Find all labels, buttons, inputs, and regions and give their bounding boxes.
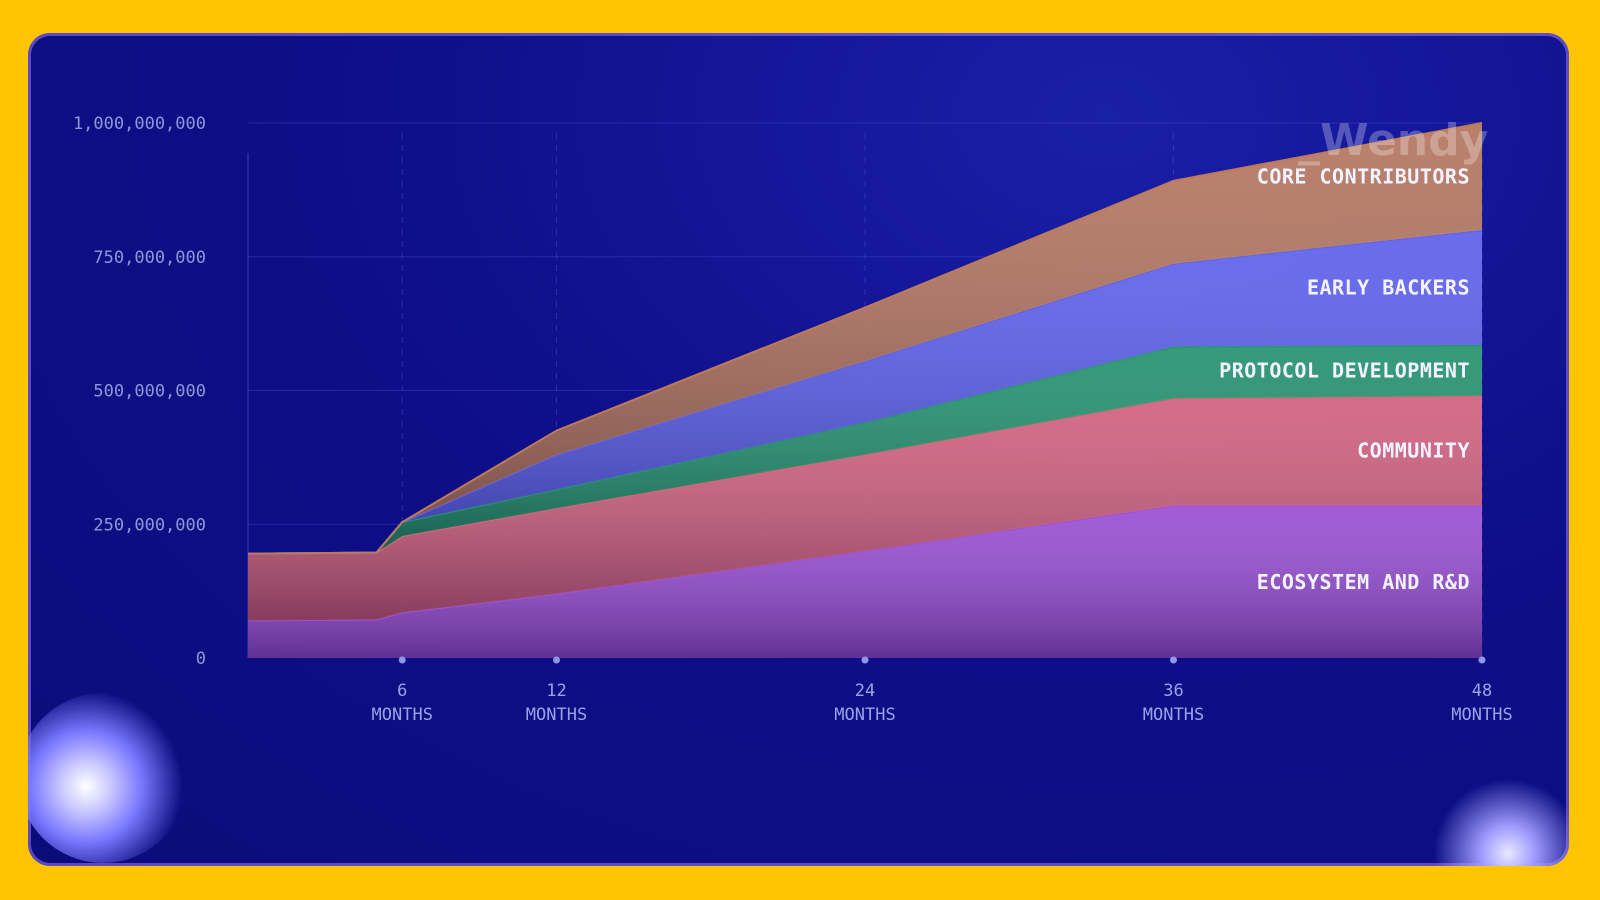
y-tick-label: 500,000,000	[93, 382, 206, 402]
y-tick-label: 1,000,000,000	[73, 114, 206, 134]
y-tick-label: 750,000,000	[93, 248, 206, 268]
x-tick-number: 36	[1163, 681, 1183, 701]
y-axis: 0 250,000,000 500,000,000 750,000,000 1,000,…	[73, 114, 206, 669]
x-tick-dot	[398, 656, 406, 664]
x-tick-unit: MONTHS	[834, 705, 895, 725]
x-tick-number: 6	[397, 681, 407, 701]
x-tick-number: 12	[546, 681, 566, 701]
x-tick-unit: MONTHS	[526, 705, 587, 725]
series-label-core-contributors: CORE CONTRIBUTORS	[1257, 165, 1470, 189]
x-tick-unit: MONTHS	[1451, 705, 1512, 725]
decorative-orb-left	[28, 693, 188, 863]
watermark-text: _Wendy	[1298, 115, 1488, 166]
area-shade-core-contributors	[248, 123, 1482, 554]
area-shade-protocol-development	[248, 345, 1482, 554]
y-tick-label: 250,000,000	[93, 515, 206, 535]
y-tick-label: 0	[196, 649, 206, 669]
x-tick-unit: MONTHS	[1143, 705, 1204, 725]
series-label-ecosystem-and-r-d: ECOSYSTEM AND R&D	[1257, 570, 1470, 594]
series-labels: ECOSYSTEM AND R&D COMMUNITY PROTOCOL DEVEL…	[1219, 165, 1470, 594]
area-shade-early-backers	[248, 230, 1482, 554]
x-tick-unit: MONTHS	[372, 705, 433, 725]
chart-card: ECOSYSTEM AND R&D COMMUNITY PROTOCOL DEVEL…	[28, 33, 1569, 866]
x-tick-dot	[553, 656, 560, 664]
line-core-contributors	[247, 122, 1483, 555]
series-label-early-backers: EARLY BACKERS	[1307, 276, 1470, 300]
x-tick-dot	[1478, 656, 1486, 664]
x-tick-dot	[861, 656, 869, 664]
x-tick-dot	[1170, 656, 1177, 664]
x-tick-number: 48	[1472, 681, 1492, 701]
x-tick-number: 24	[855, 681, 875, 701]
series-label-protocol-development: PROTOCOL DEVELOPMENT	[1219, 358, 1470, 382]
series-areas	[247, 122, 1483, 658]
area-shade-ecosystem-and-r-d	[248, 505, 1482, 658]
area-shade-community	[248, 395, 1482, 621]
area-chart: ECOSYSTEM AND R&D COMMUNITY PROTOCOL DEVEL…	[73, 114, 1513, 725]
series-label-community: COMMUNITY	[1357, 439, 1470, 463]
x-axis: 6 MONTHS 12 MONTHS 24 MONTHS 36 MONTHS 48 MONTHS	[372, 656, 1513, 725]
